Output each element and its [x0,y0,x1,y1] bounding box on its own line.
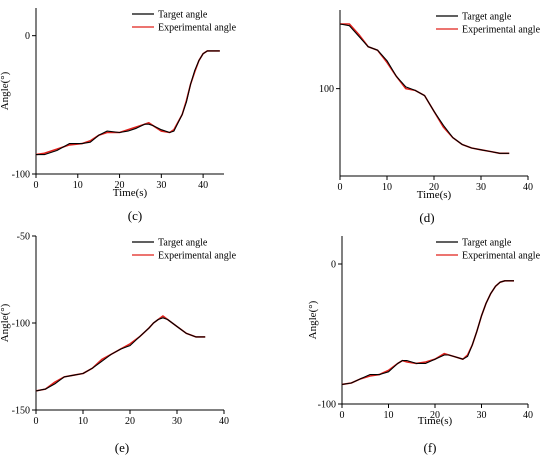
series-line-target [36,50,220,156]
x-tick-label: 0 [34,416,39,427]
x-tick-label: 30 [156,180,166,191]
chart-panel-e: 0 10 20 30 40 -150 -100 -50 Angle(°) Target angle… [0,232,237,456]
legend-label: Target angle [158,238,208,249]
x-tick-label: 20 [430,410,440,421]
x-tick-label: 10 [73,180,83,191]
x-tick-label: 40 [198,180,208,191]
x-axis-title: Time(s) [113,187,148,199]
y-tick-label: -100 [318,400,336,411]
x-tick-label: 30 [172,416,182,427]
panel-label: (d) [419,210,434,225]
y-tick-label: 100 [319,84,334,95]
x-tick-label: 30 [477,410,487,421]
y-tick-label: -100 [12,170,30,181]
y-tick-label: -100 [12,319,30,330]
x-tick-label: 10 [382,182,392,193]
legend-label: Experimental angle [462,251,541,262]
x-tick-label: 20 [429,182,439,193]
legend-label: Experimental angle [462,25,541,36]
series-line-experimental [341,280,514,386]
x-tick-label: 0 [338,182,343,193]
legend-label: Experimental angle [158,251,237,262]
y-tick-label: -50 [17,232,30,243]
x-tick-label: 40 [219,416,229,427]
x-axis-title: Time(s) [418,415,453,427]
x-tick-label: 40 [523,410,533,421]
y-axis-title: Angle(°) [0,303,11,342]
legend-label: Target angle [462,12,512,23]
legend-label: Target angle [462,238,512,249]
x-tick-label: 40 [523,182,533,193]
panel-label: (e) [115,440,129,455]
legend-label: Experimental angle [158,23,237,34]
y-axis-title: Angle(°) [307,300,319,339]
x-axis-title: Time(s) [417,189,452,201]
series-line-target [339,23,510,154]
x-tick-label: 10 [78,416,88,427]
x-tick-label: 30 [476,182,486,193]
series-line-target [341,280,514,385]
y-tick-label: 0 [331,260,336,271]
legend-label: Target angle [158,10,208,21]
series-line-experimental [35,50,220,156]
x-tick-label: 20 [115,180,125,191]
y-tick-label: -150 [12,406,30,417]
panel-label: (c) [128,208,142,223]
panel-label: (f) [424,440,437,455]
x-tick-label: 0 [340,410,345,421]
chart-panel-f: 0 10 20 30 40 -100 0 Time(s) Angle(°) Target angl… [307,236,541,455]
x-tick-label: 20 [125,416,135,427]
x-tick-label: 0 [34,180,39,191]
y-tick-label: 0 [25,31,30,42]
y-axis-title: Angle(°) [0,71,11,110]
chart-panel-d: 0 10 20 30 40 100 Time(s) Target angle Experimen… [319,10,541,225]
series-line-target [35,317,206,392]
chart-panel-c: 0 10 20 30 40 -100 0 Time(s) Angle(°) Target angl… [0,8,237,223]
x-tick-label: 10 [384,410,394,421]
